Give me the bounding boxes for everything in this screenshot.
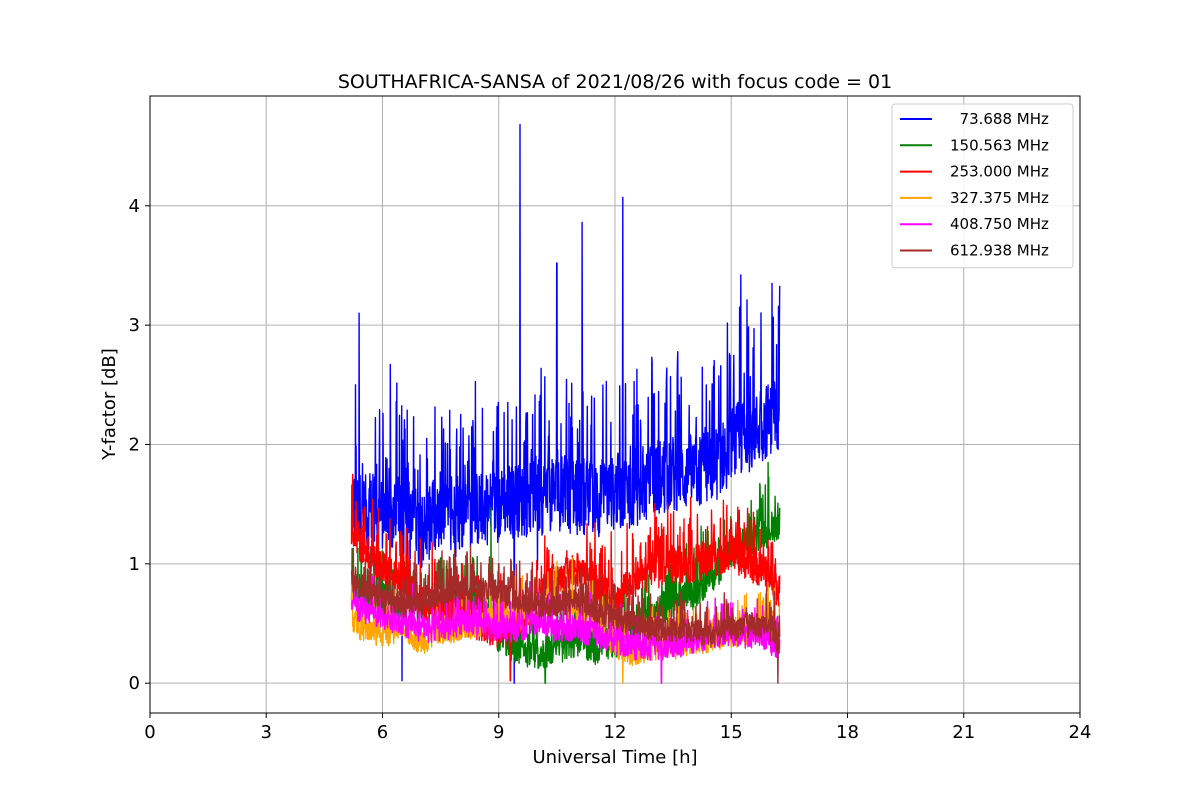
- legend-label: 253.000 MHz: [950, 163, 1049, 181]
- legend-label: 150.563 MHz: [950, 136, 1049, 154]
- series-line-5: [350, 545, 781, 684]
- x-tick-label: 9: [493, 722, 504, 743]
- y-tick-label: 2: [129, 434, 140, 455]
- legend-label: 408.750 MHz: [950, 215, 1049, 233]
- x-tick-label: 3: [261, 722, 272, 743]
- x-axis-label: Universal Time [h]: [532, 747, 697, 768]
- x-tick-label: 21: [952, 722, 975, 743]
- legend: 73.688 MHz 150.563 MHz 253.000 MHz 327.375 …: [891, 103, 1074, 269]
- legend-label: 327.375 MHz: [950, 189, 1049, 207]
- y-tick-label: 1: [129, 554, 140, 575]
- x-tick-label: 0: [144, 722, 155, 743]
- legend-box: [891, 103, 1074, 269]
- y-tick-label: 0: [129, 673, 140, 694]
- series-group: [350, 123, 781, 684]
- x-tick-label: 12: [604, 722, 627, 743]
- y-tick-label: 4: [129, 196, 140, 217]
- x-tick-label: 24: [1069, 722, 1092, 743]
- series-line-0: [350, 123, 781, 684]
- chart-title: SOUTHAFRICA-SANSA of 2021/08/26 with foc…: [338, 71, 892, 93]
- y-axis-label: Y-factor [dB]: [99, 348, 120, 461]
- y-tick-label: 3: [129, 315, 140, 336]
- legend-label: 73.688 MHz: [950, 110, 1049, 128]
- x-tick-label: 6: [377, 722, 388, 743]
- x-tick-label: 18: [836, 722, 859, 743]
- legend-label: 612.938 MHz: [950, 242, 1049, 260]
- x-tick-label: 15: [720, 722, 743, 743]
